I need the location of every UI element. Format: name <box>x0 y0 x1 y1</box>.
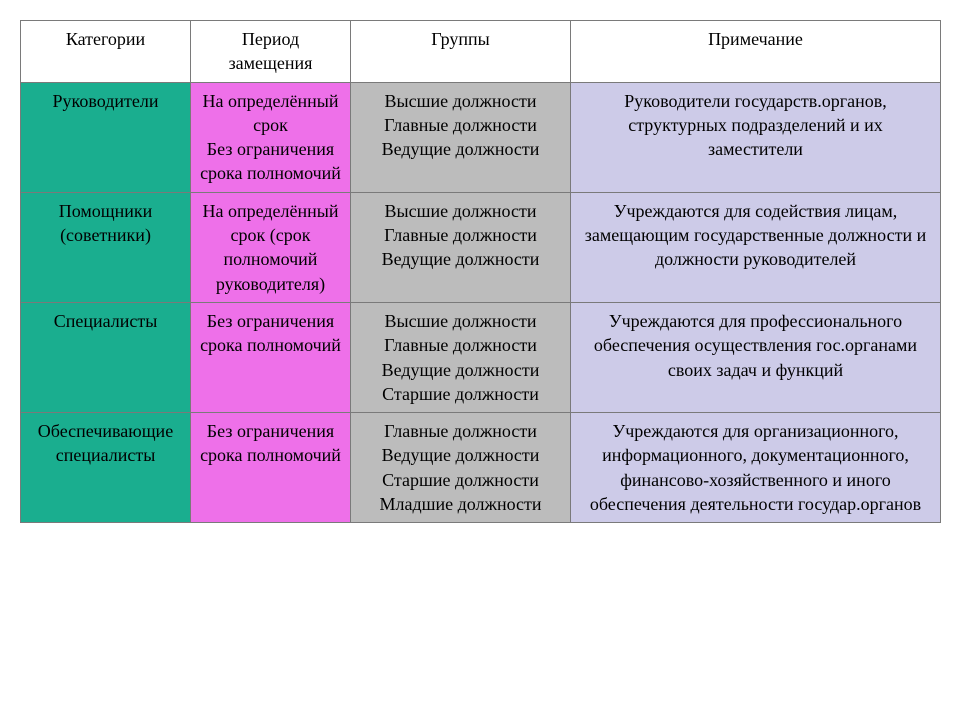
cell-category: Обеспечивающие специалисты <box>21 413 191 523</box>
cell-period: На определённый срокБез ограничения срок… <box>191 82 351 192</box>
table-row: СпециалистыБез ограничения срока полномо… <box>21 302 941 412</box>
table-body: РуководителиНа определённый срокБез огра… <box>21 82 941 523</box>
cell-period: На определённый срок (срок полномочий ру… <box>191 192 351 302</box>
table-header-row: Категории Период замещения Группы Примеч… <box>21 21 941 83</box>
cell-groups: Высшие должности Главные должности Ведущ… <box>351 192 571 302</box>
cell-category: Специалисты <box>21 302 191 412</box>
cell-period: Без ограничения срока полномочий <box>191 413 351 523</box>
cell-note: Учреждаются для содействия лицам, замеща… <box>571 192 941 302</box>
cell-note: Учреждаются для организационного, информ… <box>571 413 941 523</box>
cell-groups: Высшие должности Главные должности Ведущ… <box>351 302 571 412</box>
cell-groups: Высшие должности Главные должности Ведущ… <box>351 82 571 192</box>
col-header-category: Категории <box>21 21 191 83</box>
col-header-period: Период замещения <box>191 21 351 83</box>
col-header-groups: Группы <box>351 21 571 83</box>
cell-category: Помощники (советники) <box>21 192 191 302</box>
cell-note: Руководители государств.органов, структу… <box>571 82 941 192</box>
cell-groups: Главные должности Ведущие должности Стар… <box>351 413 571 523</box>
cell-period: Без ограничения срока полномочий <box>191 302 351 412</box>
table-row: Обеспечивающие специалистыБез ограничени… <box>21 413 941 523</box>
table-row: Помощники (советники)На определённый сро… <box>21 192 941 302</box>
cell-note: Учреждаются для профессионального обеспе… <box>571 302 941 412</box>
cell-category: Руководители <box>21 82 191 192</box>
table-row: РуководителиНа определённый срокБез огра… <box>21 82 941 192</box>
col-header-note: Примечание <box>571 21 941 83</box>
positions-table: Категории Период замещения Группы Примеч… <box>20 20 941 523</box>
